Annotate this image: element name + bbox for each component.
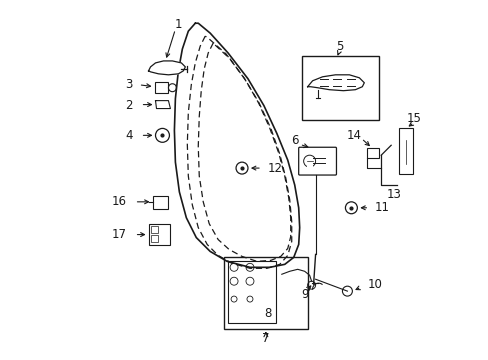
Bar <box>301 56 379 121</box>
Text: 3: 3 <box>125 78 132 91</box>
Bar <box>366 148 379 158</box>
Text: 7: 7 <box>262 332 269 345</box>
Bar <box>152 196 168 209</box>
Polygon shape <box>307 75 364 91</box>
Text: 8: 8 <box>264 307 271 320</box>
Text: 4: 4 <box>124 129 132 142</box>
Text: 12: 12 <box>267 162 282 175</box>
Polygon shape <box>155 100 170 109</box>
Bar <box>150 235 158 242</box>
Bar <box>148 224 170 246</box>
Text: 16: 16 <box>111 195 126 208</box>
Bar <box>150 226 158 233</box>
Bar <box>227 261 275 323</box>
Text: 1: 1 <box>174 18 182 31</box>
Text: 5: 5 <box>335 40 343 53</box>
Text: 17: 17 <box>111 228 126 241</box>
Text: 10: 10 <box>366 278 382 291</box>
Text: 6: 6 <box>290 134 298 147</box>
Text: 13: 13 <box>386 188 401 201</box>
Text: 15: 15 <box>406 112 421 125</box>
Bar <box>224 257 307 329</box>
Text: 9: 9 <box>300 288 308 301</box>
Text: 11: 11 <box>373 201 388 214</box>
Bar <box>398 129 412 174</box>
Text: 14: 14 <box>346 129 361 142</box>
Bar <box>306 161 312 169</box>
Bar <box>154 82 168 93</box>
Polygon shape <box>148 61 185 75</box>
Text: 2: 2 <box>124 99 132 112</box>
FancyBboxPatch shape <box>298 147 336 175</box>
